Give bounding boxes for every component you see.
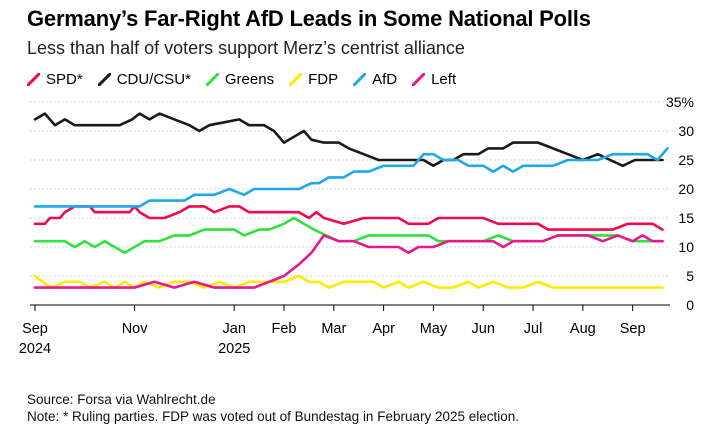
x-tick-label: Mar bbox=[321, 321, 346, 337]
x-tick-label: Jul bbox=[524, 321, 543, 337]
x-tick-label: Jan bbox=[223, 321, 246, 337]
x-tick-label: Nov bbox=[122, 321, 149, 337]
x-tick-label: Sep bbox=[620, 321, 646, 337]
y-axis-labels: 35% 30 25 20 15 10 5 0 bbox=[666, 94, 694, 313]
legend-swatch bbox=[205, 72, 219, 86]
footnote: Note: * Ruling parties. FDP was voted ou… bbox=[27, 409, 520, 424]
series-line-fdp bbox=[33, 274, 664, 289]
legend-label: AfD bbox=[372, 70, 398, 88]
y-tick-label: 0 bbox=[686, 297, 694, 313]
legend-item: Left bbox=[412, 71, 456, 88]
y-tick-label: 5 bbox=[686, 268, 694, 284]
legend-label: Greens bbox=[224, 70, 275, 88]
chart-title: Germany’s Far-Right AfD Leads in Some Na… bbox=[27, 6, 591, 31]
chart-subtitle: Less than half of voters support Merz’s … bbox=[27, 38, 465, 58]
x-tick-label: Feb bbox=[272, 321, 297, 337]
legend-swatch bbox=[97, 72, 111, 86]
legend-label: Left bbox=[431, 70, 457, 88]
x-tick-year-label: 2024 bbox=[19, 341, 51, 357]
legend-label: FDP bbox=[308, 70, 339, 88]
series-line-spd bbox=[33, 205, 664, 231]
legend-item: AfD bbox=[353, 71, 397, 88]
y-tick-label: 30 bbox=[678, 123, 694, 139]
legend-item: SPD* bbox=[27, 71, 83, 88]
legend-swatch bbox=[412, 72, 426, 86]
legend-item: Greens bbox=[205, 70, 275, 88]
x-tick-label: Apr bbox=[372, 321, 395, 337]
y-tick-label: 25 bbox=[678, 152, 694, 168]
source-note: Source: Forsa via Wahlrecht.de bbox=[27, 392, 216, 407]
gridlines bbox=[30, 101, 670, 277]
x-tick-label: Sep bbox=[22, 321, 48, 337]
legend: SPD* CDU/CSU* Greens FDP AfD Left bbox=[27, 68, 471, 90]
legend-swatch bbox=[27, 72, 40, 86]
series-line-left bbox=[33, 234, 664, 289]
y-tick-label: 10 bbox=[678, 239, 694, 255]
x-axis: Sep 2024 Nov Jan 2025 Feb Mar Apr May Jun Jul Aug Se… bbox=[19, 304, 670, 357]
series-lines bbox=[33, 112, 669, 289]
x-tick-year-label: 2025 bbox=[218, 341, 250, 357]
series-line-afd bbox=[33, 147, 669, 208]
legend-swatch bbox=[353, 72, 367, 86]
x-tick-label: Aug bbox=[570, 321, 596, 337]
x-tick-label: Jun bbox=[472, 321, 495, 337]
legend-label: CDU/CSU* bbox=[116, 70, 191, 88]
legend-item: CDU/CSU* bbox=[97, 70, 191, 88]
series-line-cdu-csu bbox=[33, 112, 664, 168]
legend-label: SPD* bbox=[46, 70, 83, 88]
legend-swatch bbox=[289, 72, 303, 86]
legend-item: FDP bbox=[289, 71, 338, 88]
y-tick-label: 35% bbox=[666, 94, 694, 110]
y-tick-label: 20 bbox=[678, 181, 694, 197]
y-tick-label: 15 bbox=[678, 210, 694, 226]
x-tick-label: May bbox=[420, 321, 448, 337]
